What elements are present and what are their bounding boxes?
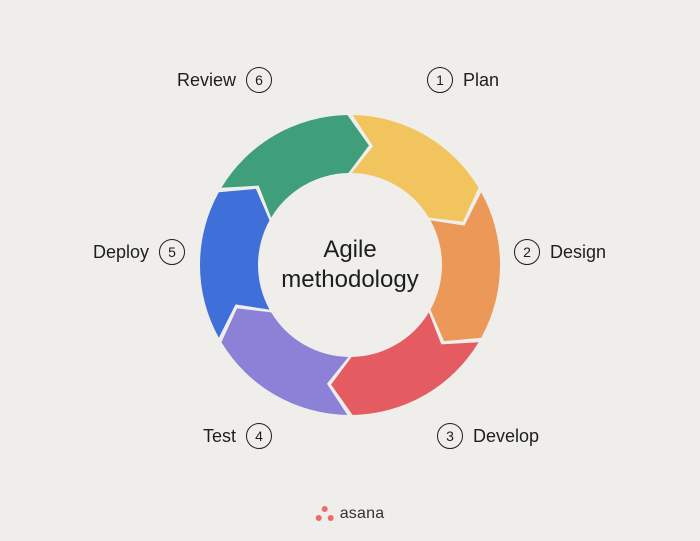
ring-segment-1 (352, 115, 479, 222)
step-text-1: Plan (463, 70, 499, 91)
step-number-1: 1 (427, 67, 453, 93)
step-text-4: Test (203, 426, 236, 447)
step-text-2: Design (550, 242, 606, 263)
step-text-3: Develop (473, 426, 539, 447)
diagram-title: Agile methodology (281, 235, 418, 295)
step-number-4: 4 (246, 423, 272, 449)
diagram-title-line1: Agile (323, 236, 376, 263)
step-text-5: Deploy (93, 242, 149, 263)
step-number-6: 6 (246, 67, 272, 93)
brand-name: asana (340, 505, 385, 523)
step-label-6: 6 Review (177, 67, 272, 93)
step-number-2: 2 (514, 239, 540, 265)
ring-segment-4 (221, 308, 348, 415)
step-label-3: 3 Develop (437, 423, 539, 449)
brand-dots-icon (316, 506, 334, 522)
step-label-4: 4 Test (203, 423, 272, 449)
step-label-5: 5 Deploy (93, 239, 185, 265)
step-label-2: 2 Design (514, 239, 606, 265)
step-text-6: Review (177, 70, 236, 91)
step-number-5: 5 (159, 239, 185, 265)
brand-logo: asana (316, 505, 385, 523)
step-label-1: 1 Plan (427, 67, 499, 93)
diagram-title-line2: methodology (281, 266, 418, 293)
step-number-3: 3 (437, 423, 463, 449)
diagram-canvas: Agile methodology 1 Plan 2 Design 3 Develop 4T… (0, 0, 700, 541)
